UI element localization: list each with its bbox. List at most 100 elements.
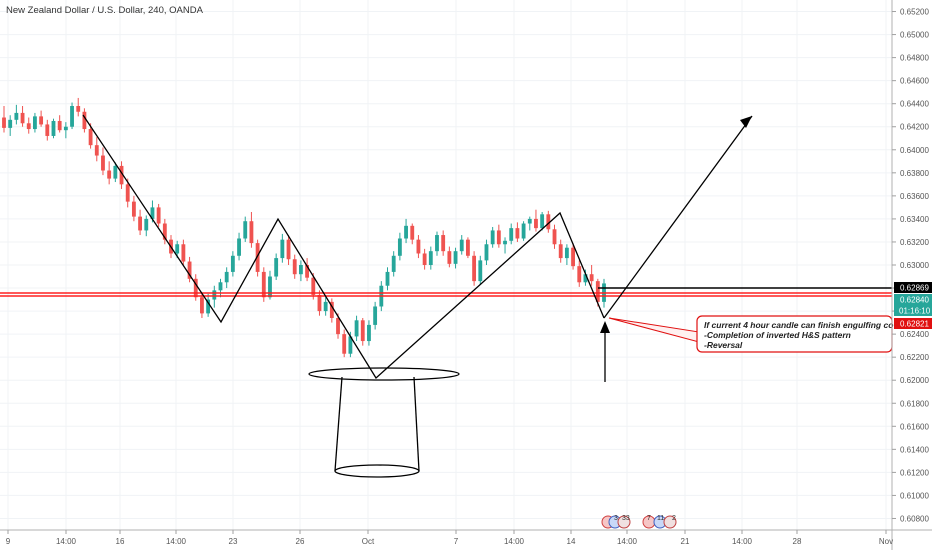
candle-body (317, 294, 322, 312)
candle (94, 137, 99, 162)
candle-body (249, 221, 254, 244)
candle (33, 112, 37, 133)
candle (342, 329, 347, 358)
candle (447, 246, 452, 268)
candle-countdown: 01:16:10 (899, 307, 931, 316)
x-tick-label: 14:00 (504, 537, 525, 546)
candle (521, 221, 526, 241)
candle (187, 256, 192, 283)
candle-body (125, 184, 130, 202)
hat-left-side (334, 376, 343, 472)
candle (298, 260, 303, 282)
candle (162, 218, 167, 245)
hat-brim-ellipse (308, 367, 460, 381)
candle-body (274, 258, 279, 277)
x-tick-label: 9 (6, 537, 11, 546)
y-tick-label: 0.62400 (900, 330, 929, 339)
candle-body (26, 123, 31, 130)
candle (509, 223, 514, 245)
candle-body (57, 120, 62, 131)
candle (243, 216, 248, 242)
candle (459, 235, 464, 255)
candle-body (503, 240, 507, 245)
candle-body (404, 225, 408, 239)
y-tick-label: 0.63600 (900, 192, 929, 201)
annotation-line1: If current 4 hour candle can finish engu… (704, 320, 893, 330)
candle-body (558, 244, 563, 259)
candle (367, 320, 371, 346)
candle (125, 178, 130, 208)
candle-body (218, 282, 223, 291)
event-count: 33 (622, 515, 630, 522)
event-count: 11 (657, 515, 664, 522)
candle-body (354, 320, 359, 337)
candle-body (466, 239, 470, 256)
candle (131, 195, 136, 222)
candle (249, 212, 254, 248)
flag-icon (663, 515, 677, 529)
candle (14, 104, 19, 125)
candle (317, 290, 322, 316)
candle-body (490, 230, 495, 245)
economic-events[interactable]: 3 33 7 11 2 (601, 515, 677, 529)
candle-body (428, 251, 433, 265)
candle-body (14, 112, 19, 120)
candle (45, 119, 50, 141)
candle-body (144, 218, 149, 231)
candle (373, 301, 378, 330)
candle-body (410, 225, 415, 240)
x-tick-label: 26 (296, 537, 305, 546)
candle (552, 224, 557, 249)
x-tick-label: 16 (116, 537, 125, 546)
candle-body (2, 117, 6, 128)
candle-body (8, 119, 13, 128)
y-tick-label: 0.61400 (900, 445, 929, 454)
countdown-box (894, 305, 932, 316)
candle (20, 106, 25, 127)
y-tick-label: 0.64600 (900, 77, 929, 86)
candle-body (150, 207, 155, 219)
candle-body (521, 223, 526, 239)
candle (230, 251, 235, 277)
candle-body (39, 116, 44, 125)
candle (255, 239, 260, 277)
candle-body (564, 247, 569, 259)
candle-body (540, 214, 545, 229)
price-axis[interactable]: 0.65200 0.65000 0.64800 0.64600 0.64400 0.642… (892, 8, 929, 524)
red-line-price-box (894, 318, 932, 329)
candle (63, 122, 68, 139)
candle-body (131, 201, 136, 217)
candle (76, 97, 81, 117)
time-axis[interactable]: 9 14:00 16 14:00 23 26 Oct 7 14:00 14 14:00 21 14:00… (6, 530, 893, 546)
candle-body (416, 239, 421, 254)
candle (428, 246, 433, 270)
candle-body (311, 277, 316, 295)
x-tick-label: 23 (229, 537, 238, 546)
x-tick-label: 14 (567, 537, 576, 546)
x-tick-label: 14:00 (732, 537, 753, 546)
y-tick-label: 0.63400 (900, 215, 929, 224)
candle-body (70, 106, 74, 127)
projection-arrowhead (740, 116, 752, 128)
up-arrowhead (600, 321, 610, 333)
candle (8, 115, 13, 136)
candle-body (292, 259, 297, 275)
candle (292, 254, 297, 279)
candle (237, 232, 241, 261)
grid (0, 0, 892, 530)
candle (138, 209, 142, 236)
candle (558, 239, 563, 263)
y-tick-label: 0.60800 (900, 514, 929, 523)
candle-body (268, 276, 272, 298)
candle (268, 270, 272, 300)
candle (39, 110, 44, 127)
candle-body (94, 145, 99, 156)
candle-body (496, 230, 501, 245)
candle (2, 106, 6, 133)
hat-top-ellipse (334, 464, 420, 478)
candle (404, 218, 408, 244)
candle-body (589, 274, 594, 282)
candle (218, 278, 223, 298)
candle (57, 115, 62, 133)
